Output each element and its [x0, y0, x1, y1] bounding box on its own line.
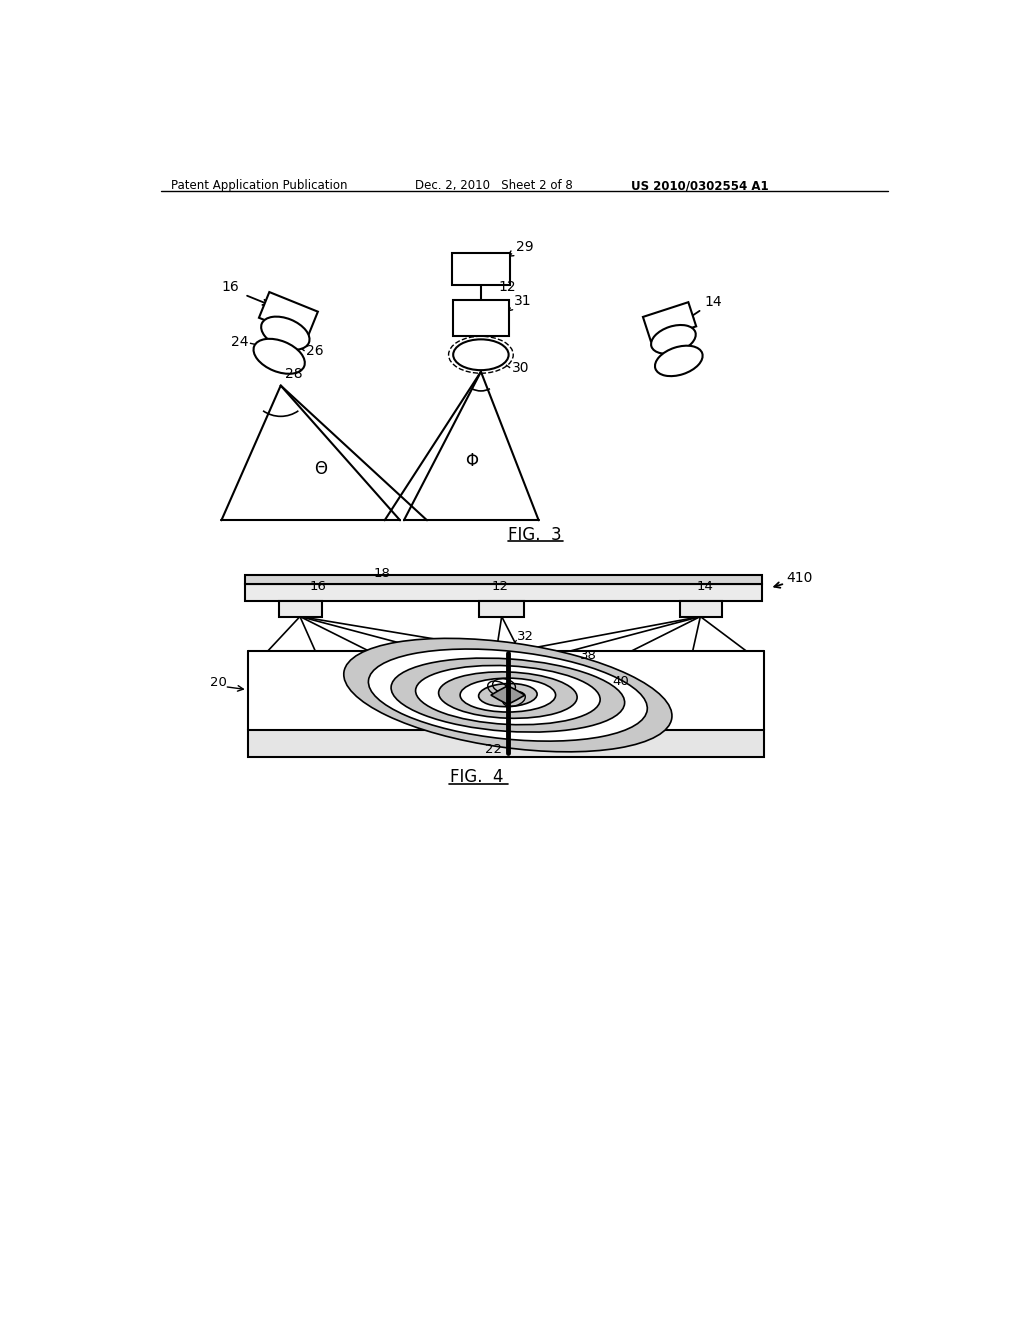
Ellipse shape: [655, 346, 702, 376]
Text: 14: 14: [696, 581, 714, 594]
Text: Dec. 2, 2010   Sheet 2 of 8: Dec. 2, 2010 Sheet 2 of 8: [416, 180, 573, 193]
Bar: [245, 585, 762, 601]
Text: 12: 12: [499, 280, 516, 294]
Ellipse shape: [454, 339, 509, 370]
Text: 28: 28: [285, 367, 302, 381]
Ellipse shape: [254, 339, 305, 374]
Text: 20: 20: [210, 676, 226, 689]
Text: $\Theta$: $\Theta$: [314, 461, 329, 478]
Bar: [680, 601, 722, 616]
Ellipse shape: [369, 649, 647, 741]
Text: 31: 31: [514, 294, 531, 308]
Polygon shape: [490, 686, 524, 705]
Text: 18: 18: [373, 568, 390, 581]
Text: 30: 30: [512, 360, 529, 375]
Bar: [454, 300, 509, 335]
Text: 29: 29: [515, 240, 534, 253]
Text: 14: 14: [705, 296, 722, 309]
Text: 26: 26: [306, 343, 324, 358]
Ellipse shape: [416, 665, 600, 725]
Ellipse shape: [460, 678, 556, 711]
Ellipse shape: [478, 684, 538, 706]
Text: 16: 16: [309, 579, 326, 593]
Bar: [452, 253, 510, 285]
Bar: [479, 601, 524, 616]
Ellipse shape: [438, 672, 578, 718]
Bar: [259, 292, 317, 338]
Ellipse shape: [391, 659, 625, 733]
Bar: [245, 576, 762, 585]
Text: FIG.  3: FIG. 3: [508, 525, 561, 544]
Text: 24: 24: [230, 334, 248, 348]
Bar: [249, 730, 764, 756]
Text: 22: 22: [484, 743, 502, 756]
Text: 410: 410: [786, 572, 813, 585]
Text: 16: 16: [221, 280, 240, 294]
Text: $\Phi$: $\Phi$: [465, 453, 479, 470]
Text: 38: 38: [581, 649, 597, 661]
Bar: [643, 302, 696, 341]
Text: 12: 12: [492, 579, 509, 593]
Text: 40: 40: [612, 675, 630, 688]
Ellipse shape: [651, 325, 695, 354]
Text: US 2010/0302554 A1: US 2010/0302554 A1: [631, 180, 769, 193]
Ellipse shape: [344, 639, 672, 752]
Text: Patent Application Publication: Patent Application Publication: [171, 180, 347, 193]
Text: FIG.  4: FIG. 4: [451, 768, 504, 787]
Ellipse shape: [261, 317, 309, 350]
Text: 32: 32: [517, 630, 535, 643]
Bar: [280, 601, 322, 616]
